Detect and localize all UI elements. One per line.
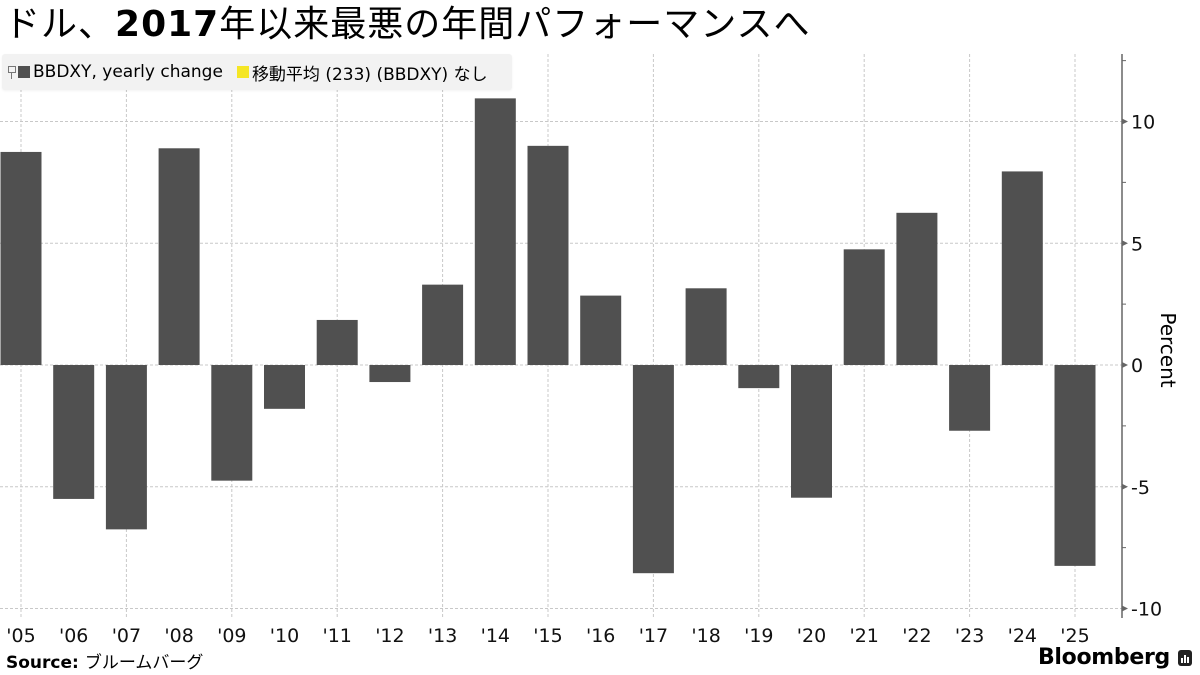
y-tick-label: 0 [1131,355,1143,377]
bar-08 [158,148,200,365]
bar-06 [53,365,95,499]
bar-12 [369,365,411,383]
x-tick-label: '18 [691,625,720,647]
source-note: Source: ブルームバーグ [6,648,203,673]
bar-20 [791,365,832,498]
bar-14 [474,98,516,366]
x-tick-label: '10 [270,625,299,647]
bar-22 [896,212,938,365]
x-tick-label: '12 [375,625,404,647]
source-label: Source: [6,653,79,673]
x-tick-label: '20 [797,625,826,647]
x-tick-label: '11 [322,625,351,647]
y-tick-label: -5 [1131,477,1150,499]
title-suffix: 年以来最悪の年間パフォーマンスへ [219,4,811,45]
title-year: 2017 [115,4,220,45]
bar-19 [738,365,780,389]
x-tick-label: '08 [164,625,193,647]
legend-label: BBDXY, yearly change [33,62,223,82]
bloomberg-logo: Bloomberg [1038,645,1192,670]
y-tick-label: -10 [1131,599,1162,621]
bar-17 [632,365,674,574]
bloomberg-chart-icon [1178,649,1192,666]
bar-10 [264,365,305,409]
y-tick-label: 10 [1131,112,1155,134]
legend-label: 移動平均 (233) (BBDXY) なし [251,64,488,85]
chart-title: ドル、2017年以来最悪の年間パフォーマンスへ [4,2,811,48]
x-tick-label: '21 [849,625,878,647]
bar-05 [0,151,42,365]
x-tick-label: '22 [902,625,931,647]
legend-swatch-yellow [236,66,249,78]
bar-18 [685,288,727,365]
x-tick-label: '09 [217,625,246,647]
legend-item-bbdxy: BBDXY, yearly change [18,62,223,82]
x-tick-label: '07 [112,625,141,647]
x-tick-label: '19 [744,625,773,647]
bar-07 [105,365,147,530]
legend-swatch-gray [18,66,30,78]
bar-11 [316,319,358,365]
bar-15 [527,145,569,365]
bar-13 [422,284,464,365]
bar-24 [1001,171,1043,365]
bar-25 [1054,365,1096,566]
x-tick-label: '17 [639,625,668,647]
x-tick-label: '16 [586,625,615,647]
x-tick-label: '23 [955,625,984,647]
x-tick-label: '05 [6,625,35,647]
x-tick-label: '24 [1008,625,1037,647]
legend-item-moving-average: 移動平均 (233) (BBDXY) なし [236,60,488,85]
bar-21 [843,249,885,365]
x-tick-label: '06 [59,625,88,647]
legend: BBDXY, yearly change 移動平均 (233) (BBDXY) … [2,54,512,90]
bar-09 [211,365,253,481]
x-tick-label: '14 [481,625,510,647]
x-tick-label: '13 [428,625,457,647]
x-tick-label: '15 [533,625,562,647]
y-axis-label: Percent [1156,312,1180,388]
brand-text: Bloomberg [1037,645,1170,670]
x-tick-label: '25 [1060,625,1089,647]
pin-icon[interactable] [8,65,16,79]
y-tick-label: 5 [1131,233,1143,255]
source-value: ブルームバーグ [84,653,204,673]
bar-23 [949,365,991,431]
bar-16 [580,295,622,365]
title-prefix: ドル、 [4,4,116,45]
